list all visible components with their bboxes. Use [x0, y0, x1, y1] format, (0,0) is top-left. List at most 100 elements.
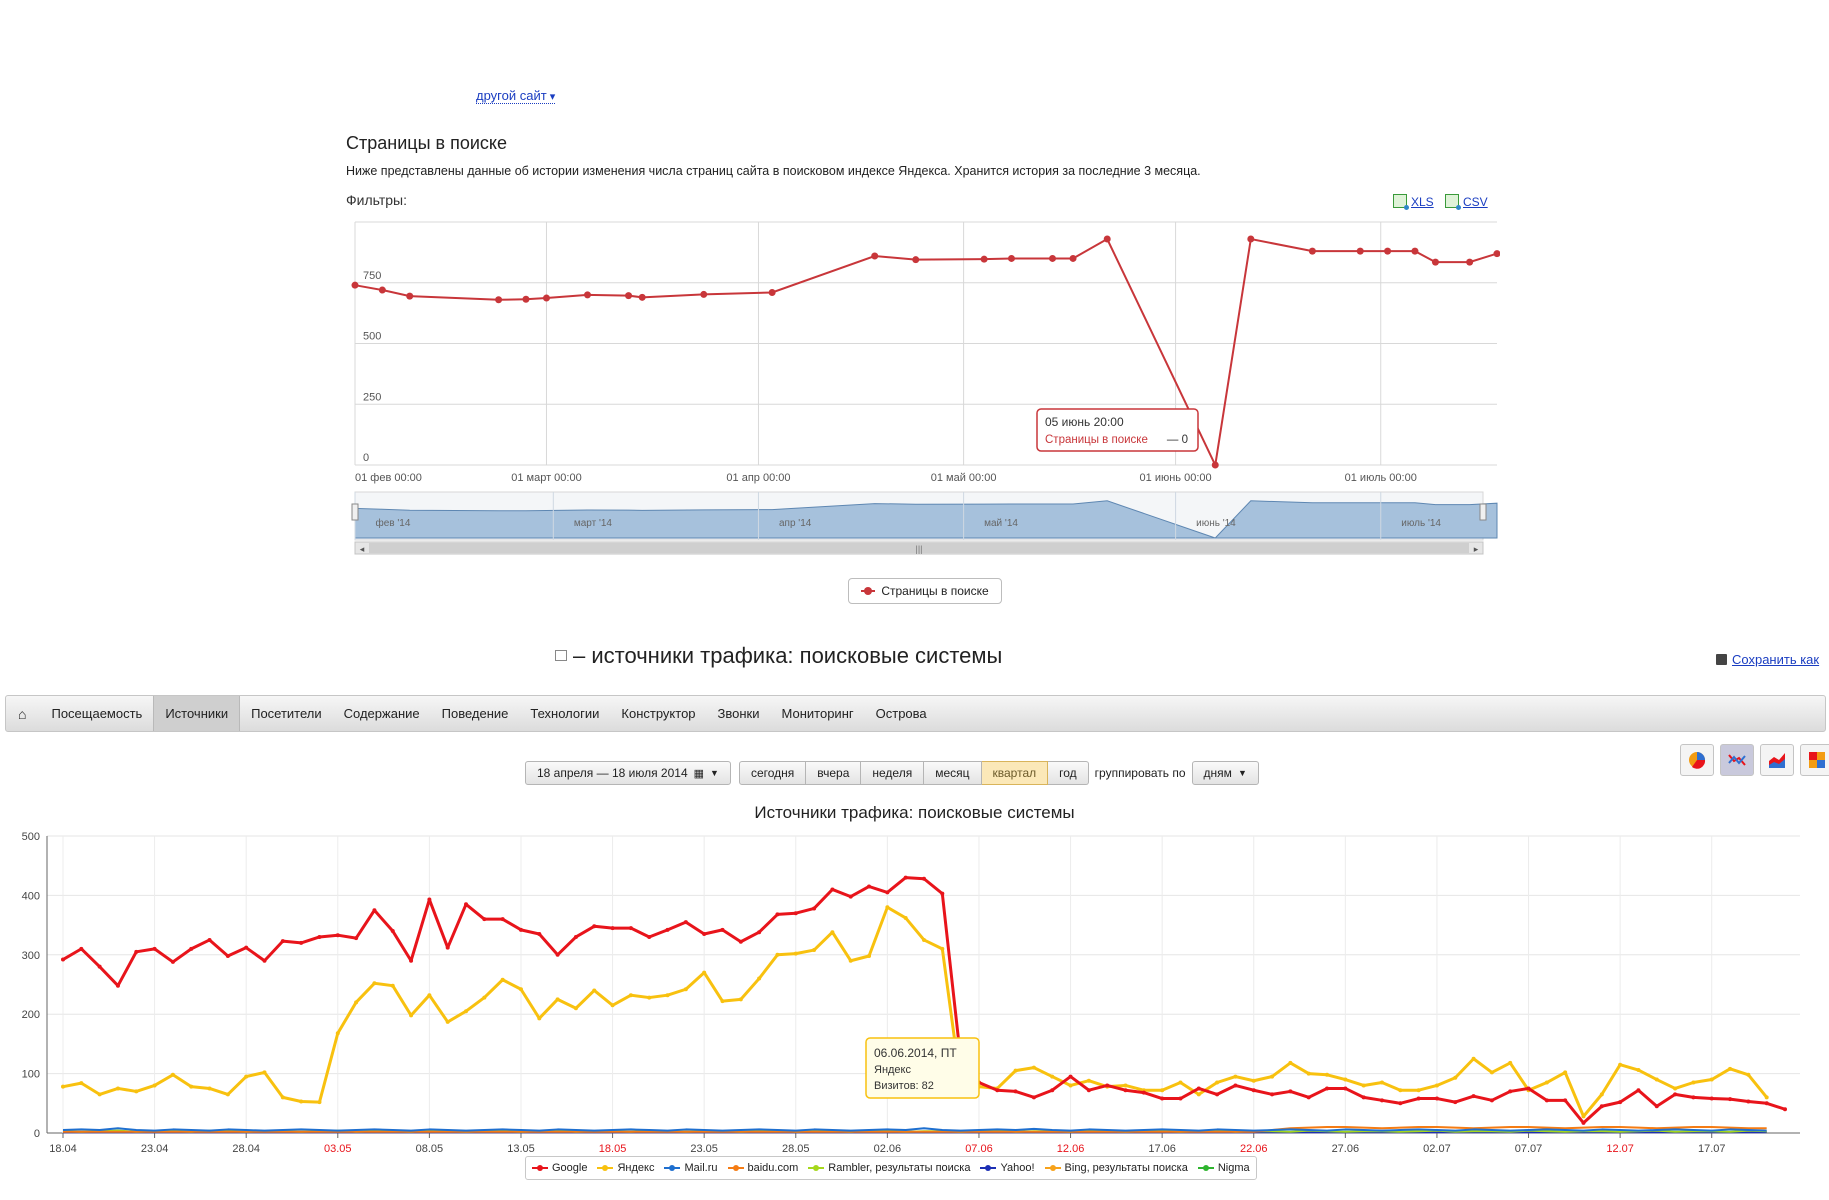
- data-point[interactable]: [518, 927, 523, 932]
- data-point[interactable]: [903, 875, 908, 880]
- data-point[interactable]: [665, 993, 670, 998]
- data-point[interactable]: [317, 1100, 322, 1105]
- data-point[interactable]: [445, 1019, 450, 1024]
- pages-chart-legend-item[interactable]: Страницы в поиске: [848, 578, 1002, 604]
- navigator-left-handle[interactable]: [351, 503, 359, 521]
- data-point[interactable]: [867, 884, 872, 889]
- data-point[interactable]: [1196, 1086, 1201, 1091]
- data-point[interactable]: [482, 917, 487, 922]
- tab-sources[interactable]: Источники: [153, 696, 241, 731]
- data-point[interactable]: [518, 987, 523, 992]
- data-point[interactable]: [1416, 1096, 1421, 1101]
- data-point[interactable]: [1013, 1068, 1018, 1073]
- data-point[interactable]: [299, 1099, 304, 1104]
- data-point[interactable]: [1709, 1096, 1714, 1101]
- data-point[interactable]: [1196, 1092, 1201, 1097]
- data-point[interactable]: [354, 1000, 359, 1005]
- tab-technologies[interactable]: Технологии: [519, 696, 610, 731]
- data-point[interactable]: [1343, 1077, 1348, 1082]
- data-point[interactable]: [592, 924, 597, 929]
- data-point[interactable]: [573, 1006, 578, 1011]
- data-point[interactable]: [1356, 247, 1364, 255]
- data-point[interactable]: [464, 1009, 469, 1014]
- data-point[interactable]: [683, 920, 688, 925]
- data-point[interactable]: [665, 927, 670, 932]
- data-point[interactable]: [1069, 254, 1077, 262]
- data-point[interactable]: [922, 876, 926, 881]
- data-point[interactable]: [1325, 1072, 1330, 1077]
- data-point[interactable]: [1508, 1060, 1513, 1065]
- data-point[interactable]: [775, 912, 780, 917]
- data-point[interactable]: [1746, 1099, 1751, 1104]
- legend-item[interactable]: Яндекс: [597, 1162, 654, 1174]
- navigator-right-handle[interactable]: [1479, 503, 1487, 521]
- data-point[interactable]: [1068, 1083, 1073, 1088]
- pages-chart-navigator[interactable]: фев '14 март '14 апр '14 май '14 июнь '14 июл…: [351, 491, 1498, 555]
- data-point[interactable]: [757, 976, 762, 981]
- export-csv-link[interactable]: CSV: [1445, 194, 1488, 210]
- data-point[interactable]: [1544, 1098, 1549, 1103]
- data-point[interactable]: [1416, 1088, 1421, 1093]
- data-point[interactable]: [409, 1013, 414, 1018]
- data-point[interactable]: [720, 999, 725, 1004]
- data-point[interactable]: [225, 1092, 230, 1097]
- data-point[interactable]: [1050, 1088, 1055, 1093]
- data-point[interactable]: [1384, 247, 1392, 255]
- data-point[interactable]: [1581, 1120, 1586, 1125]
- data-point[interactable]: [757, 930, 762, 935]
- data-point[interactable]: [628, 926, 633, 931]
- data-point[interactable]: [189, 946, 194, 951]
- data-point[interactable]: [1178, 1080, 1183, 1085]
- data-point[interactable]: [537, 1016, 542, 1021]
- data-point[interactable]: [170, 959, 175, 964]
- data-point[interactable]: [1411, 247, 1419, 255]
- data-point[interactable]: [702, 932, 707, 937]
- legend-item[interactable]: baidu.com: [727, 1162, 798, 1174]
- data-point[interactable]: [1308, 247, 1316, 255]
- period-quarter-button[interactable]: квартал: [981, 761, 1049, 785]
- data-point[interactable]: [1007, 254, 1015, 262]
- data-point[interactable]: [79, 946, 84, 951]
- data-point[interactable]: [912, 256, 920, 264]
- stacked-chart-button[interactable]: [1800, 744, 1829, 776]
- data-point[interactable]: [812, 906, 817, 911]
- data-point[interactable]: [372, 908, 377, 913]
- data-point[interactable]: [1086, 1078, 1091, 1083]
- data-point[interactable]: [189, 1084, 194, 1089]
- data-point[interactable]: [1103, 235, 1111, 243]
- data-point[interactable]: [482, 995, 487, 1000]
- data-point[interactable]: [280, 1095, 285, 1100]
- data-point[interactable]: [903, 915, 908, 920]
- tab-constructor[interactable]: Конструктор: [610, 696, 706, 731]
- data-point[interactable]: [1581, 1114, 1586, 1119]
- data-point[interactable]: [1013, 1089, 1018, 1094]
- data-point[interactable]: [152, 946, 157, 951]
- legend-item[interactable]: Nigma: [1197, 1162, 1250, 1174]
- data-point[interactable]: [354, 936, 359, 941]
- data-point[interactable]: [1746, 1072, 1751, 1077]
- data-point[interactable]: [592, 988, 597, 993]
- data-point[interactable]: [378, 286, 386, 294]
- data-point[interactable]: [1673, 1092, 1678, 1097]
- group-by-select[interactable]: дням ▼: [1191, 761, 1259, 785]
- pie-chart-button[interactable]: [1680, 744, 1714, 776]
- data-point[interactable]: [1379, 1098, 1384, 1103]
- data-point[interactable]: [542, 294, 550, 302]
- data-point[interactable]: [225, 953, 230, 958]
- data-point[interactable]: [1247, 235, 1255, 243]
- data-point[interactable]: [262, 1070, 267, 1075]
- tab-visitors[interactable]: Посетители: [240, 696, 333, 731]
- data-point[interactable]: [1728, 1097, 1733, 1102]
- data-point[interactable]: [1031, 1095, 1036, 1100]
- data-point[interactable]: [1215, 1080, 1220, 1085]
- data-point[interactable]: [1471, 1094, 1476, 1099]
- data-point[interactable]: [1160, 1096, 1165, 1101]
- data-point[interactable]: [683, 987, 688, 992]
- data-point[interactable]: [97, 964, 102, 969]
- data-point[interactable]: [1050, 1074, 1055, 1079]
- data-point[interactable]: [555, 952, 560, 957]
- period-month-button[interactable]: месяц: [924, 761, 982, 785]
- data-point[interactable]: [793, 911, 798, 916]
- data-point[interactable]: [830, 887, 835, 892]
- legend-item[interactable]: Google: [532, 1162, 587, 1174]
